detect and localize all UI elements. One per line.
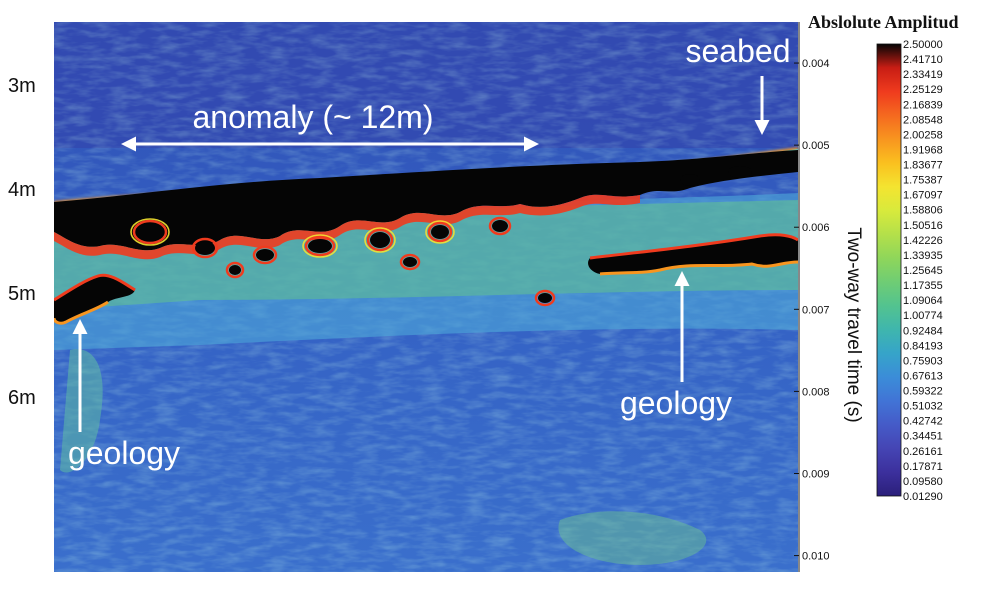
colorbar-tick-label: 0.01290 — [903, 491, 943, 503]
colorbar-tick-label: 0.92484 — [903, 325, 943, 337]
colorbar-tick-label: 1.50516 — [903, 220, 943, 232]
colorbar-tick-label: 0.26161 — [903, 446, 943, 458]
colorbar-tick-label: 0.67613 — [903, 370, 943, 382]
time-axis-tick-label: 0.008 — [802, 386, 830, 398]
colorbar-title: Abslolute Amplitud — [808, 12, 959, 32]
colorbar-tick-label: 2.16839 — [903, 99, 943, 111]
colorbar-tick-label: 1.00774 — [903, 310, 943, 322]
colorbar-tick-label: 0.34451 — [903, 431, 943, 443]
depth-label-5m: 5m — [8, 283, 36, 305]
colorbar-tick-label: 2.25129 — [903, 84, 943, 96]
colorbar-tick-label: 1.91968 — [903, 144, 943, 156]
time-axis: 0.004 0.005 0.006 0.007 0.008 0.009 0.010 Two-… — [794, 22, 864, 572]
radargram-image — [54, 22, 798, 572]
colorbar-tick-label: 0.09580 — [903, 476, 943, 488]
colorbar-tick-label: 1.33935 — [903, 250, 943, 262]
depth-label-3m: 3m — [8, 75, 36, 97]
annotation-geology-left-label: geology — [68, 435, 180, 471]
annotation-seabed-label: seabed — [686, 33, 791, 69]
colorbar-tick-label: 1.75387 — [903, 175, 943, 187]
colorbar-tick-label: 1.42226 — [903, 235, 943, 247]
colorbar-tick-label: 1.17355 — [903, 280, 943, 292]
colorbar-tick-label: 1.83677 — [903, 160, 943, 172]
colorbar-tick-label: 1.67097 — [903, 190, 943, 202]
colorbar: Abslolute Amplitud 2.50000 2.41710 2.33419… — [808, 12, 959, 503]
depth-label-4m: 4m — [8, 179, 36, 201]
depth-axis: 3m 4m 5m 6m — [8, 75, 36, 409]
time-axis-tick-label: 0.010 — [802, 551, 830, 563]
colorbar-tick-label: 1.25645 — [903, 265, 943, 277]
time-axis-title: Two-way travel time (s) — [843, 227, 864, 422]
colorbar-tick-label: 0.75903 — [903, 355, 943, 367]
colorbar-tick-label: 2.00258 — [903, 129, 943, 141]
colorbar-tick-label: 0.84193 — [903, 340, 943, 352]
time-axis-tick-label: 0.004 — [802, 58, 830, 70]
time-axis-tick-label: 0.007 — [802, 304, 830, 316]
annotation-geology-right-label: geology — [620, 385, 732, 421]
colorbar-tick-label: 0.51032 — [903, 401, 943, 413]
colorbar-tick-label: 1.58806 — [903, 205, 943, 217]
colorbar-tick-label: 0.17871 — [903, 461, 943, 473]
colorbar-tick-label: 2.08548 — [903, 114, 943, 126]
time-axis-tick-label: 0.006 — [802, 222, 830, 234]
colorbar-tick-label: 2.41710 — [903, 54, 943, 66]
time-axis-tick-label: 0.009 — [802, 468, 830, 480]
colorbar-swatch — [876, 43, 902, 497]
colorbar-tick-label: 2.33419 — [903, 69, 943, 81]
annotation-anomaly-label: anomaly (~ 12m) — [193, 99, 434, 135]
colorbar-tick-label: 2.50000 — [903, 39, 943, 51]
colorbar-tick-label: 0.42742 — [903, 416, 943, 428]
colorbar-tick-label: 1.09064 — [903, 295, 943, 307]
colorbar-tick-label: 0.59322 — [903, 386, 943, 398]
time-axis-tick-label: 0.005 — [802, 140, 830, 152]
annotations: anomaly (~ 12m) seabed geology geology — [68, 33, 791, 471]
depth-label-6m: 6m — [8, 387, 36, 409]
